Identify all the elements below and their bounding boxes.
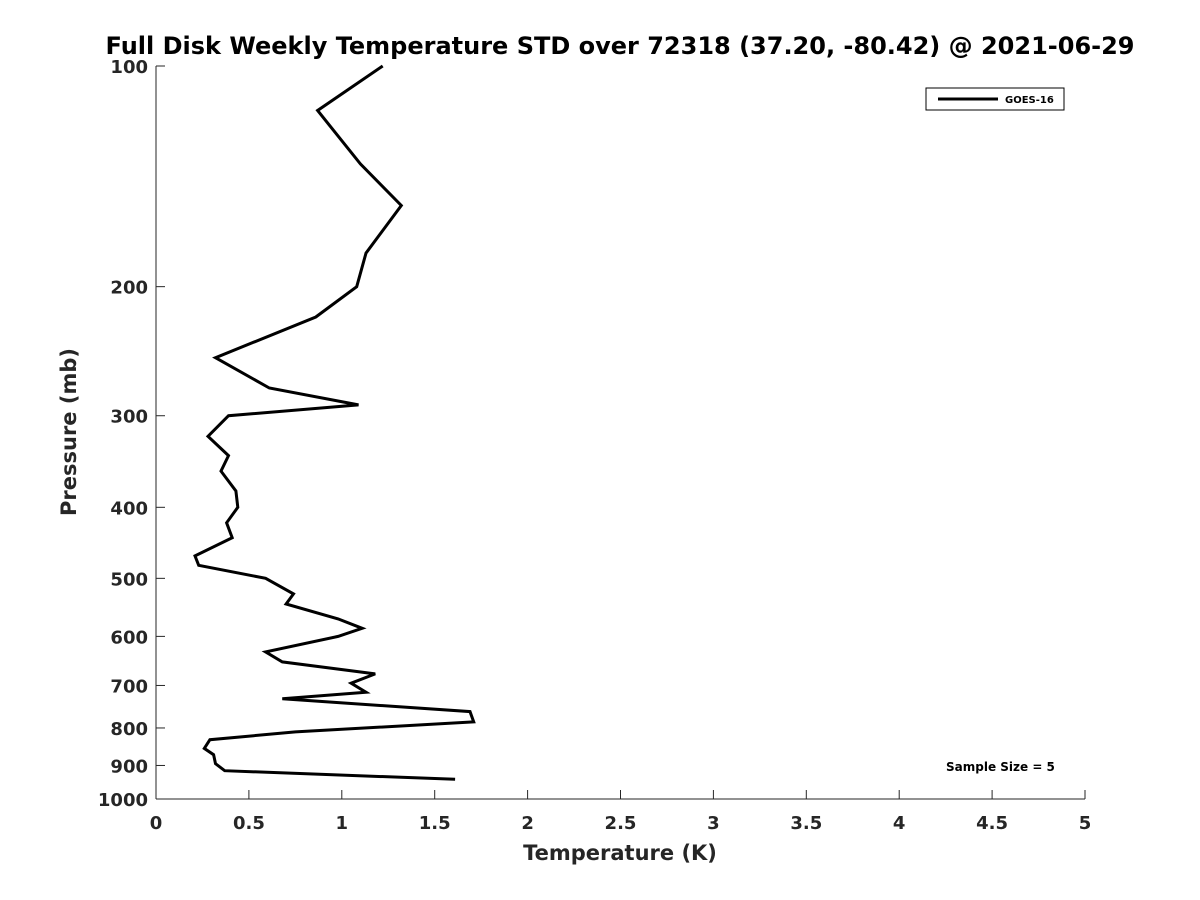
axes bbox=[155, 66, 1085, 800]
legend: GOES-16 bbox=[925, 87, 1065, 111]
y-axis-label: Pressure (mb) bbox=[57, 348, 81, 516]
x-tick-label: 4.5 bbox=[976, 813, 1008, 834]
y-tick-label: 400 bbox=[110, 498, 148, 519]
y-tick-label: 700 bbox=[110, 676, 148, 697]
y-tick-label: 900 bbox=[110, 756, 148, 777]
x-tick-label: 0.5 bbox=[233, 813, 265, 834]
series-line-goes-16 bbox=[193, 64, 476, 781]
x-tick-label: 1 bbox=[336, 813, 349, 834]
x-tick-label: 4 bbox=[893, 813, 906, 834]
y-tick-label: 500 bbox=[110, 569, 148, 590]
x-tick-label: 3.5 bbox=[790, 813, 822, 834]
x-tick-label: 5 bbox=[1079, 813, 1092, 834]
x-tick-label: 2.5 bbox=[605, 813, 637, 834]
x-tick-label: 0 bbox=[150, 813, 163, 834]
y-tick-label: 1000 bbox=[98, 790, 148, 811]
chart-title: Full Disk Weekly Temperature STD over 72… bbox=[106, 32, 1135, 60]
y-tick-label: 200 bbox=[110, 278, 148, 299]
y-tick-label: 800 bbox=[110, 719, 148, 740]
x-ticks: 0 0.5 1 1.5 2 2.5 3 3.5 4 4.5 5 bbox=[150, 790, 1092, 834]
y-tick-label: 100 bbox=[110, 57, 148, 78]
x-tick-label: 1.5 bbox=[419, 813, 451, 834]
x-tick-label: 2 bbox=[521, 813, 534, 834]
legend-label: GOES-16 bbox=[1005, 95, 1054, 106]
x-axis-label: Temperature (K) bbox=[523, 841, 717, 865]
x-tick-label: 3 bbox=[707, 813, 720, 834]
y-tick-label: 300 bbox=[110, 407, 148, 428]
y-ticks: 100 200 300 400 500 600 700 800 900 1000 bbox=[98, 57, 165, 811]
sample-size-annotation: Sample Size = 5 bbox=[946, 760, 1055, 774]
y-tick-label: 600 bbox=[110, 627, 148, 648]
